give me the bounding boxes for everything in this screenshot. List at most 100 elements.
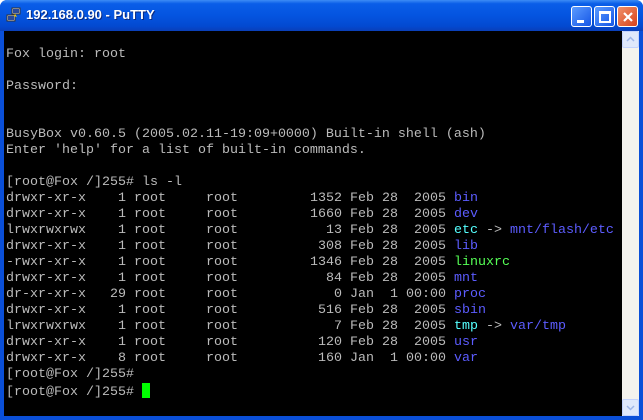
chevron-up-icon	[626, 36, 635, 42]
link-count: 8	[117, 351, 126, 366]
link-count: 1	[117, 239, 126, 254]
scroll-up-button[interactable]	[622, 31, 639, 48]
putty-icon[interactable]	[6, 7, 22, 23]
listing-row: drwxr-xr-x 1 root root 308 Feb 28 2005 l…	[4, 239, 622, 255]
symlink-arrow: ->	[477, 319, 510, 334]
minimize-button[interactable]	[571, 6, 592, 27]
file-size: 84	[325, 271, 342, 286]
file-owner: root	[133, 351, 166, 366]
shell-prompt: [root@Fox /]255#	[6, 385, 142, 400]
symlink-target: var/tmp	[509, 319, 566, 334]
file-permissions: drwxr-xr-x	[6, 303, 86, 318]
title-bar[interactable]: 192.168.0.90 - PuTTY	[0, 0, 643, 31]
listing-row: drwxr-xr-x 8 root root 160 Jan 1 00:00 v…	[4, 351, 622, 367]
terminal-line	[4, 63, 622, 79]
file-name: linuxrc	[453, 255, 510, 270]
terminal-line	[4, 31, 622, 47]
file-name: bin	[453, 191, 478, 206]
maximize-button[interactable]	[594, 6, 615, 27]
file-name: etc	[453, 223, 478, 238]
file-permissions: lrwxrwxrwx	[6, 319, 86, 334]
file-size: 1352	[309, 191, 342, 206]
file-date: Feb 28 2005	[349, 207, 446, 222]
listing-row: -rwxr-xr-x 1 root root 1346 Feb 28 2005 …	[4, 255, 622, 271]
file-date: Feb 28 2005	[349, 191, 446, 206]
file-group: root	[205, 191, 238, 206]
file-owner: root	[133, 271, 166, 286]
terminal-line: Fox login: root	[6, 47, 126, 62]
file-group: root	[205, 223, 238, 238]
file-name: sbin	[453, 303, 486, 318]
file-date: Feb 28 2005	[349, 271, 446, 286]
window-title: 192.168.0.90 - PuTTY	[26, 7, 155, 22]
file-name: lib	[453, 239, 478, 254]
file-size: 13	[325, 223, 342, 238]
file-date: Feb 28 2005	[349, 223, 446, 238]
file-date: Feb 28 2005	[349, 335, 446, 350]
link-count: 1	[117, 223, 126, 238]
link-count: 1	[117, 271, 126, 286]
listing-row: drwxr-xr-x 1 root root 120 Feb 28 2005 u…	[4, 335, 622, 351]
symlink-arrow: ->	[477, 223, 510, 238]
file-owner: root	[133, 287, 166, 302]
terminal-line: Enter 'help' for a list of built-in comm…	[6, 143, 366, 158]
file-name: tmp	[453, 319, 478, 334]
listing-row: drwxr-xr-x 1 root root 1352 Feb 28 2005 …	[4, 191, 622, 207]
scroll-down-button[interactable]	[622, 399, 639, 416]
link-count: 1	[117, 191, 126, 206]
file-name: dev	[453, 207, 478, 222]
terminal-line: [root@Fox /]255# ls -l	[6, 175, 182, 190]
file-group: root	[205, 239, 238, 254]
terminal-line: [root@Fox /]255#	[6, 367, 134, 382]
file-size: 308	[317, 239, 342, 254]
file-size: 120	[317, 335, 342, 350]
terminal-output[interactable]: Fox login: root Password: BusyBox v0.60.5 …	[4, 31, 622, 416]
file-permissions: drwxr-xr-x	[6, 351, 86, 366]
file-group: root	[205, 319, 238, 334]
file-group: root	[205, 271, 238, 286]
file-permissions: lrwxrwxrwx	[6, 223, 86, 238]
link-count: 1	[117, 255, 126, 270]
file-owner: root	[133, 191, 166, 206]
file-name: mnt	[453, 271, 478, 286]
terminal-cursor	[141, 383, 150, 398]
file-size: 1346	[309, 255, 342, 270]
file-permissions: -rwxr-xr-x	[6, 255, 86, 270]
file-owner: root	[133, 303, 166, 318]
file-permissions: drwxr-xr-x	[6, 191, 86, 206]
terminal-line	[4, 159, 622, 175]
terminal-line	[4, 111, 622, 127]
file-permissions: drwxr-xr-x	[6, 239, 86, 254]
listing-row: drwxr-xr-x 1 root root 84 Feb 28 2005 mn…	[4, 271, 622, 287]
link-count: 29	[109, 287, 126, 302]
listing-row: drwxr-xr-x 1 root root 1660 Feb 28 2005 …	[4, 207, 622, 223]
file-name: proc	[453, 287, 486, 302]
file-owner: root	[133, 319, 166, 334]
file-size: 0	[333, 287, 342, 302]
file-group: root	[205, 255, 238, 270]
listing-row: drwxr-xr-x 1 root root 516 Feb 28 2005 s…	[4, 303, 622, 319]
listing-row: lrwxrwxrwx 1 root root 7 Feb 28 2005 tmp…	[4, 319, 622, 335]
file-owner: root	[133, 223, 166, 238]
listing-row: dr-xr-xr-x 29 root root 0 Jan 1 00:00 pr…	[4, 287, 622, 303]
file-group: root	[205, 335, 238, 350]
vertical-scrollbar[interactable]	[622, 31, 639, 416]
minimize-icon	[577, 20, 584, 23]
file-owner: root	[133, 239, 166, 254]
link-count: 1	[117, 303, 126, 318]
file-name: usr	[453, 335, 478, 350]
file-date: Feb 28 2005	[349, 303, 446, 318]
file-owner: root	[133, 207, 166, 222]
file-permissions: drwxr-xr-x	[6, 271, 86, 286]
file-group: root	[205, 351, 238, 366]
close-button[interactable]	[617, 6, 638, 27]
prompt-line: [root@Fox /]255#	[4, 383, 622, 400]
chevron-down-icon	[626, 405, 635, 411]
file-name: var	[453, 351, 478, 366]
close-icon	[623, 12, 633, 22]
file-size: 1660	[309, 207, 342, 222]
listing-row: lrwxrwxrwx 1 root root 13 Feb 28 2005 et…	[4, 223, 622, 239]
file-permissions: drwxr-xr-x	[6, 335, 86, 350]
file-size: 7	[333, 319, 342, 334]
